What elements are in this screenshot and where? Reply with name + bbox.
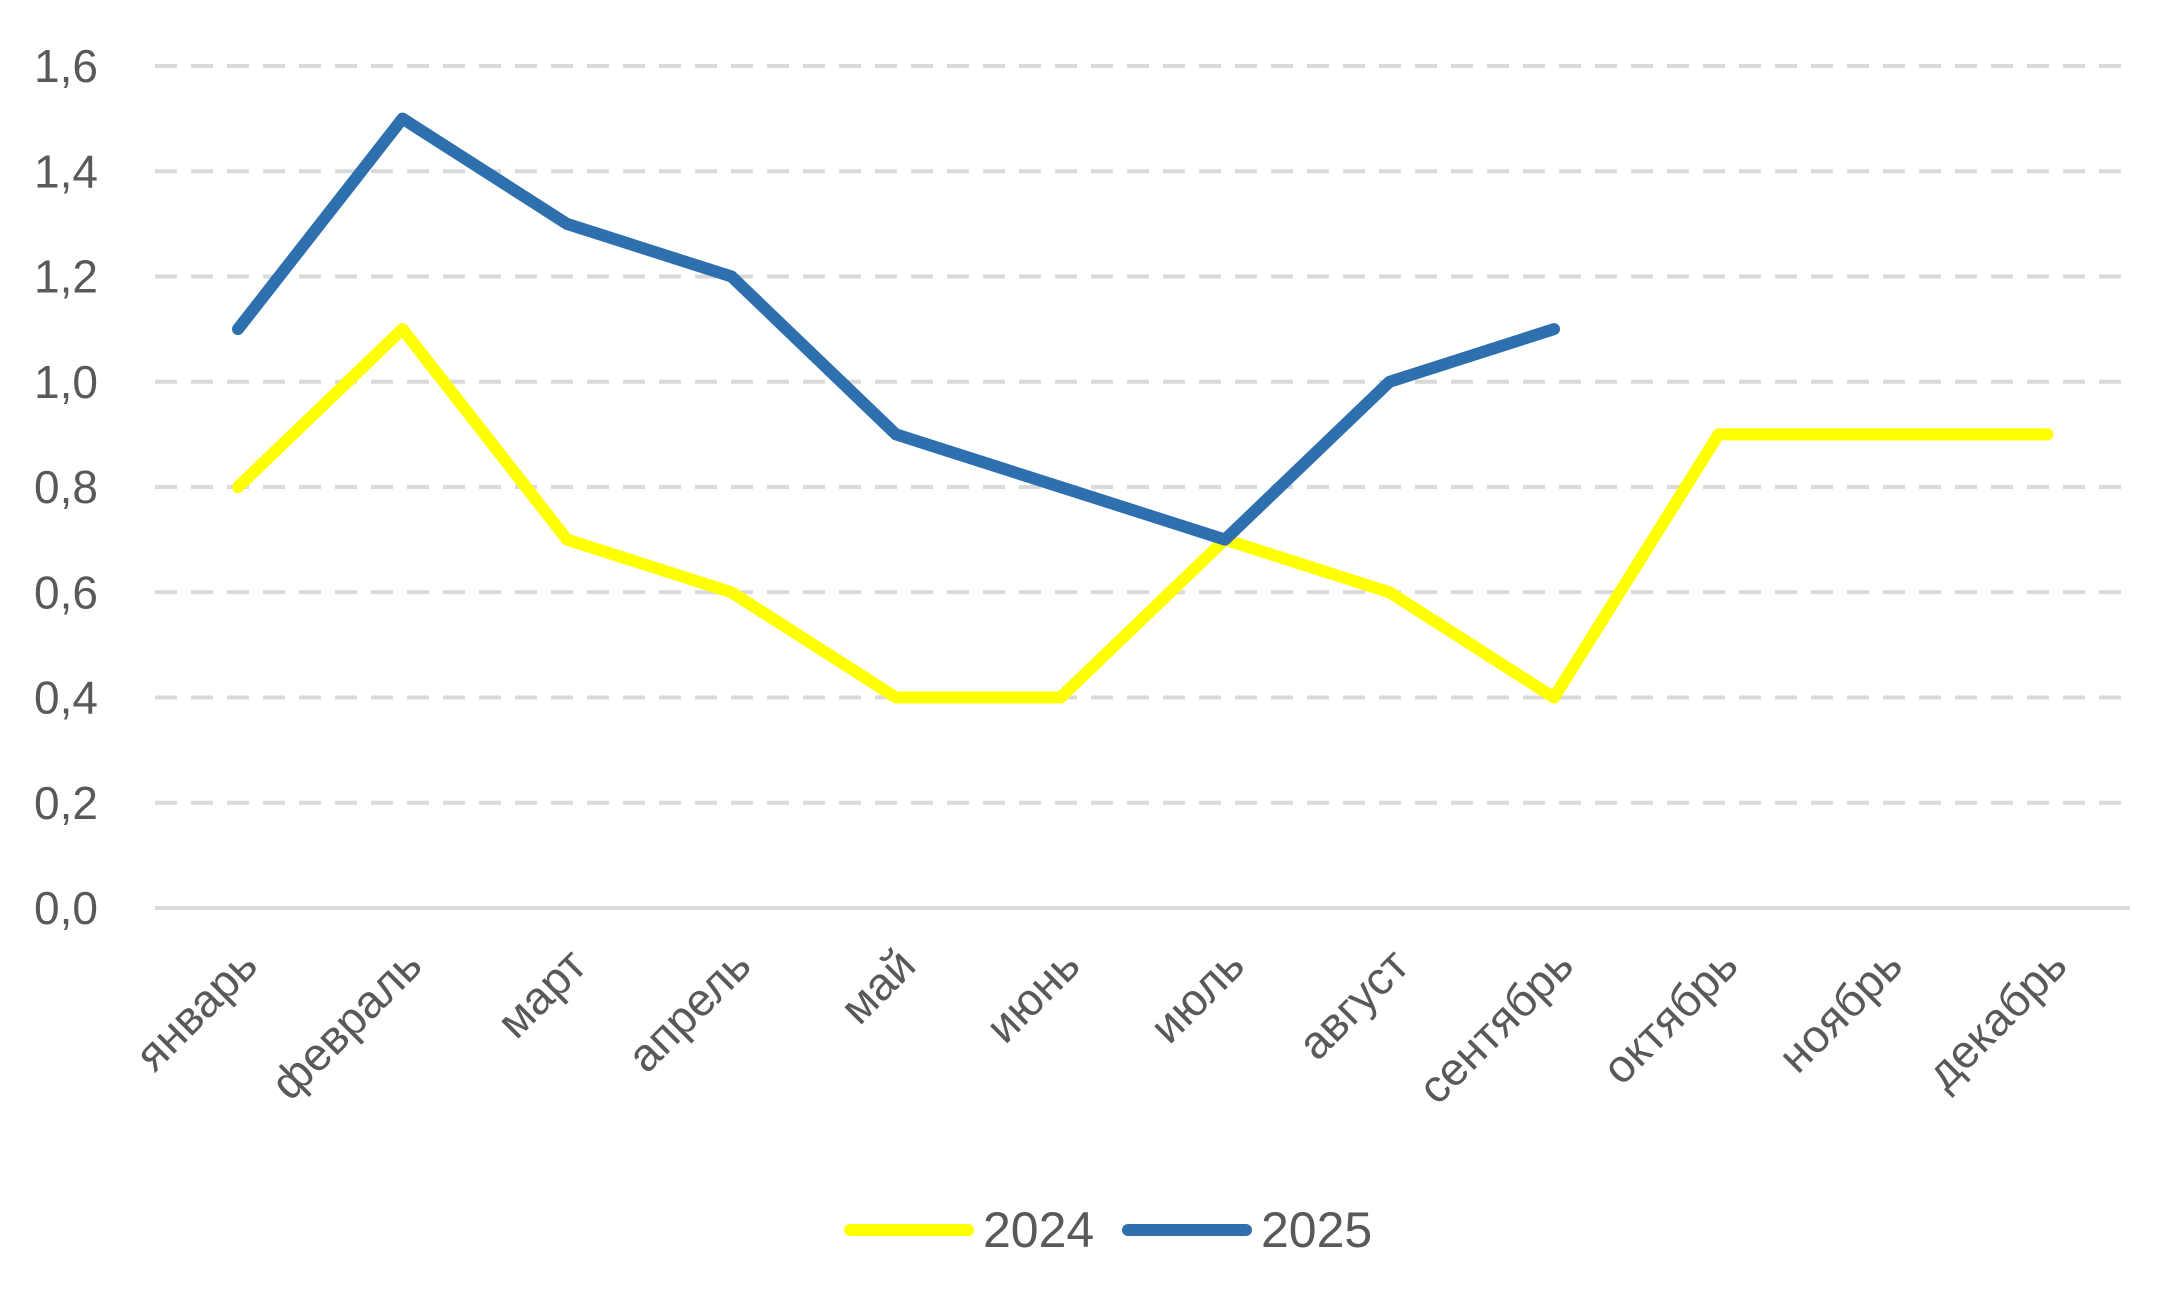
gridlines	[155, 64, 2130, 910]
y-tick-label: 1,0	[34, 356, 98, 408]
y-tick-label: 1,2	[34, 251, 98, 303]
x-tick-label: сентябрь	[1408, 938, 1583, 1113]
y-tick-label: 0,0	[34, 882, 98, 934]
legend-label: 2024	[983, 1202, 1094, 1258]
x-tick-label: июль	[1140, 938, 1255, 1053]
x-tick-label: январь	[125, 938, 267, 1080]
legend-label: 2025	[1261, 1202, 1372, 1258]
series-line-2025	[232, 112, 1560, 546]
legend: 2024 2025	[844, 1202, 1372, 1258]
y-axis: 0,0 0,2 0,4 0,6 0,8 1,0 1,2 1,4 1,6	[34, 40, 98, 934]
y-tick-label: 0,8	[34, 461, 98, 513]
x-tick-label: апрель	[617, 938, 760, 1081]
x-tick-label: май	[830, 938, 925, 1033]
x-tick-label: февраль	[261, 938, 432, 1109]
y-tick-label: 0,6	[34, 566, 98, 618]
series-line-2024	[232, 323, 2054, 704]
y-tick-label: 0,2	[34, 777, 98, 829]
x-tick-label: июнь	[975, 938, 1089, 1052]
series-lines	[232, 112, 2054, 704]
y-tick-label: 0,4	[34, 672, 98, 724]
x-tick-label: ноябрь	[1768, 938, 1912, 1082]
y-tick-label: 1,6	[34, 40, 98, 92]
x-tick-label: декабрь	[1916, 938, 2077, 1099]
x-tick-label: август	[1288, 938, 1419, 1069]
x-tick-label: октябрь	[1592, 938, 1748, 1094]
x-tick-label: март	[487, 938, 597, 1048]
y-tick-label: 1,4	[34, 145, 98, 197]
